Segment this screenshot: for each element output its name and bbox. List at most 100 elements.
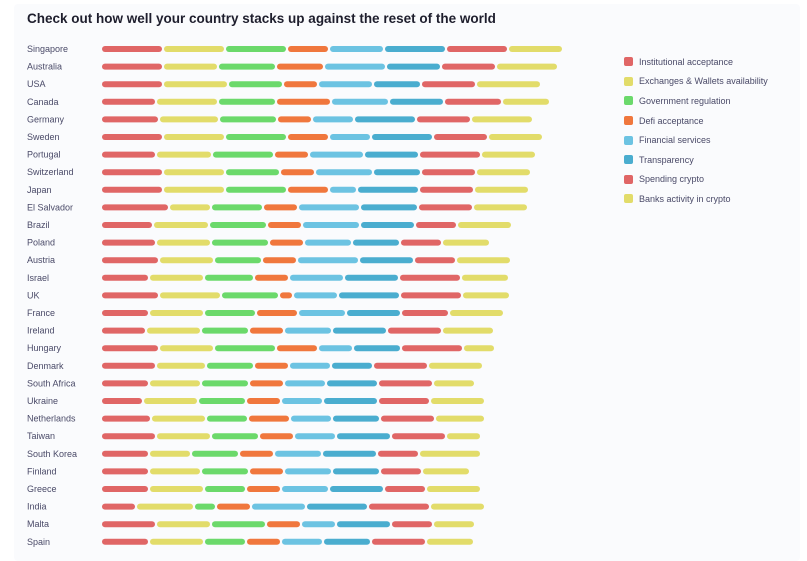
- legend-item: Financial services: [624, 130, 794, 150]
- bar-segment: [264, 204, 297, 211]
- bar-segment: [401, 292, 461, 299]
- bar-segment: [102, 362, 155, 369]
- bar-segment: [436, 415, 484, 422]
- legend-swatch: [624, 155, 633, 165]
- chart-card: [14, 4, 800, 561]
- bar-segment: [102, 486, 148, 492]
- bar-segment: [431, 398, 484, 404]
- bar-segment: [255, 274, 288, 281]
- bar-segment: [477, 169, 530, 176]
- bar-segment: [257, 310, 297, 316]
- bar-segment: [330, 186, 356, 193]
- bar-segment: [325, 63, 385, 70]
- bar-segment: [307, 503, 367, 510]
- category-label: USA: [27, 79, 46, 89]
- bar-segment: [247, 398, 280, 404]
- category-label: Germany: [27, 114, 65, 124]
- bar-segment: [475, 186, 528, 193]
- bar-segment: [226, 186, 286, 193]
- bar-segment: [369, 503, 429, 510]
- legend-item: Transparency: [624, 150, 794, 170]
- bar-segment: [310, 151, 363, 158]
- bar-segment: [402, 345, 462, 352]
- category-label: Japan: [27, 185, 52, 195]
- bar-segment: [472, 116, 532, 123]
- bar-segment: [164, 134, 224, 140]
- category-label: Finland: [27, 466, 57, 476]
- bar-segment: [392, 433, 445, 440]
- bar-segment: [102, 398, 142, 404]
- category-label: UK: [27, 290, 40, 300]
- bar-segment: [157, 433, 210, 440]
- legend-label: Government regulation: [639, 95, 731, 106]
- bar-segment: [202, 468, 248, 475]
- bar-segment: [443, 327, 493, 334]
- bar-segment: [374, 362, 427, 369]
- bar-segment: [324, 398, 377, 404]
- bar-segment: [205, 310, 255, 316]
- bar-segment: [385, 486, 425, 492]
- bar-segment: [447, 433, 480, 440]
- bar-segment: [164, 169, 224, 176]
- bar-segment: [345, 274, 398, 281]
- bar-segment: [102, 204, 168, 211]
- bar-segment: [319, 81, 372, 88]
- bar-segment: [443, 239, 489, 246]
- bar-segment: [102, 468, 148, 475]
- category-label: Brazil: [27, 220, 50, 230]
- bar-segment: [144, 398, 197, 404]
- bar-segment: [164, 63, 217, 70]
- bar-segment: [291, 415, 331, 422]
- legend-item: Institutional acceptance: [624, 52, 794, 72]
- bar-segment: [192, 450, 238, 457]
- chart-title: Check out how well your country stacks u…: [27, 11, 496, 26]
- bar-segment: [160, 292, 220, 299]
- bar-segment: [102, 274, 148, 281]
- category-label: France: [27, 308, 55, 318]
- category-label: South Africa: [27, 378, 76, 388]
- bar-segment: [347, 310, 400, 316]
- bar-segment: [354, 345, 400, 352]
- category-label: Australia: [27, 62, 62, 72]
- bar-segment: [330, 486, 383, 492]
- bar-segment: [497, 63, 557, 70]
- bar-segment: [102, 239, 155, 246]
- bar-segment: [427, 486, 480, 492]
- bar-segment: [447, 46, 507, 52]
- bar-segment: [249, 415, 289, 422]
- bar-segment: [381, 468, 421, 475]
- category-label: Spain: [27, 537, 50, 547]
- bar-segment: [267, 521, 300, 528]
- bar-segment: [150, 486, 203, 492]
- bar-segment: [284, 81, 317, 88]
- bar-segment: [378, 450, 418, 457]
- bar-segment: [457, 257, 510, 264]
- bar-segment: [247, 486, 280, 492]
- bar-segment: [250, 327, 283, 334]
- bar-segment: [164, 186, 224, 193]
- legend-swatch: [624, 76, 633, 86]
- bar-segment: [102, 538, 148, 545]
- bar-segment: [360, 257, 413, 264]
- bar-segment: [298, 257, 358, 264]
- bar-segment: [392, 521, 432, 528]
- legend-label: Spending crypto: [639, 174, 705, 185]
- bar-segment: [212, 239, 268, 246]
- category-label: Denmark: [27, 361, 64, 371]
- bar-segment: [160, 257, 213, 264]
- legend-swatch: [624, 57, 633, 67]
- bar-segment: [102, 169, 162, 176]
- bar-segment: [509, 46, 562, 52]
- bar-segment: [157, 98, 217, 105]
- legend-swatch: [624, 116, 633, 126]
- bar-segment: [277, 345, 317, 352]
- bar-segment: [164, 81, 227, 88]
- bar-segment: [316, 169, 372, 176]
- bar-segment: [205, 538, 245, 545]
- bar-segment: [429, 362, 482, 369]
- bar-segment: [290, 362, 330, 369]
- bar-segment: [102, 222, 152, 228]
- bar-segment: [157, 239, 210, 246]
- legend-label: Institutional acceptance: [639, 56, 734, 67]
- bar-segment: [102, 433, 155, 440]
